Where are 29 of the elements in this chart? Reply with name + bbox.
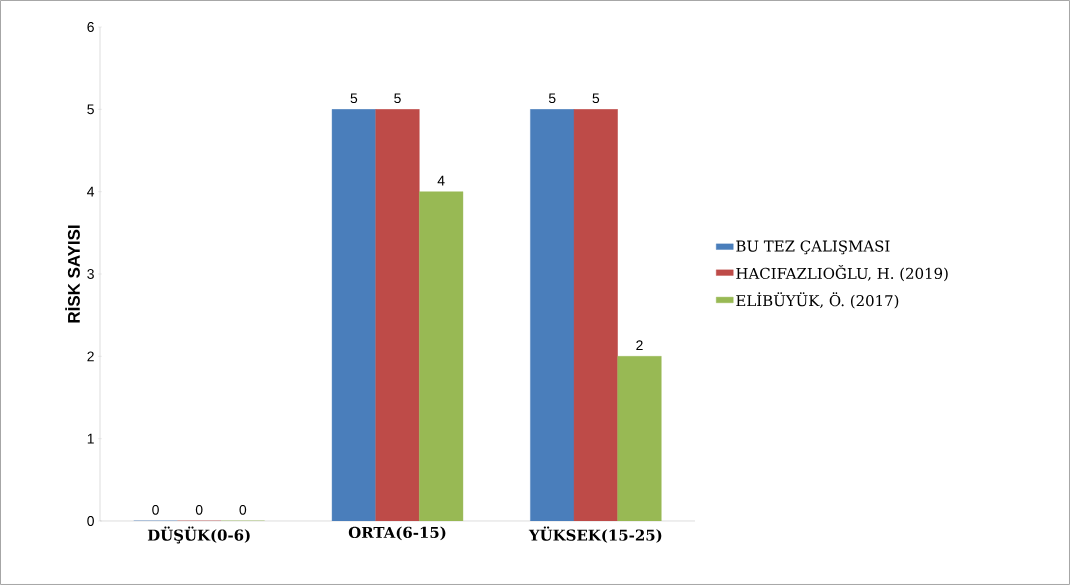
x-tick-label: ORTA(6-15) xyxy=(348,526,446,541)
data-label: 0 xyxy=(195,504,203,515)
data-label: 2 xyxy=(636,340,643,351)
legend-label: HACIFAZLIOĞLU, H. (2019) xyxy=(736,264,948,282)
data-label: 5 xyxy=(394,93,401,104)
legend-label: ELİBÜYÜK, Ö. (2017) xyxy=(736,292,899,309)
bar xyxy=(530,109,575,521)
bar xyxy=(331,109,376,521)
bar xyxy=(419,191,464,521)
y-tick-label: 2 xyxy=(87,351,94,362)
y-tick-label: 3 xyxy=(87,269,94,279)
data-label: 5 xyxy=(350,93,358,104)
data-label: 5 xyxy=(548,93,556,104)
y-tick-label: 4 xyxy=(87,186,95,197)
legend-label: BU TEZ ÇALIŞMASI xyxy=(736,240,890,255)
bar xyxy=(573,109,618,521)
data-label: 0 xyxy=(152,504,159,515)
bar xyxy=(617,356,662,521)
data-label: 5 xyxy=(592,93,600,104)
y-tick-label: 0 xyxy=(87,516,94,526)
y-tick-label: 5 xyxy=(87,104,94,115)
x-tick-label: DÜŞÜK(0-6) xyxy=(147,526,250,544)
data-label: 4 xyxy=(437,175,445,186)
y-tick-label: 1 xyxy=(87,433,94,444)
bar xyxy=(375,109,420,521)
x-tick-label: YÜKSEK(15-25) xyxy=(528,526,662,543)
y-axis-title: RİSK SAYISI xyxy=(65,225,80,323)
y-tick-label: 6 xyxy=(87,22,94,32)
data-label: 0 xyxy=(239,504,247,515)
